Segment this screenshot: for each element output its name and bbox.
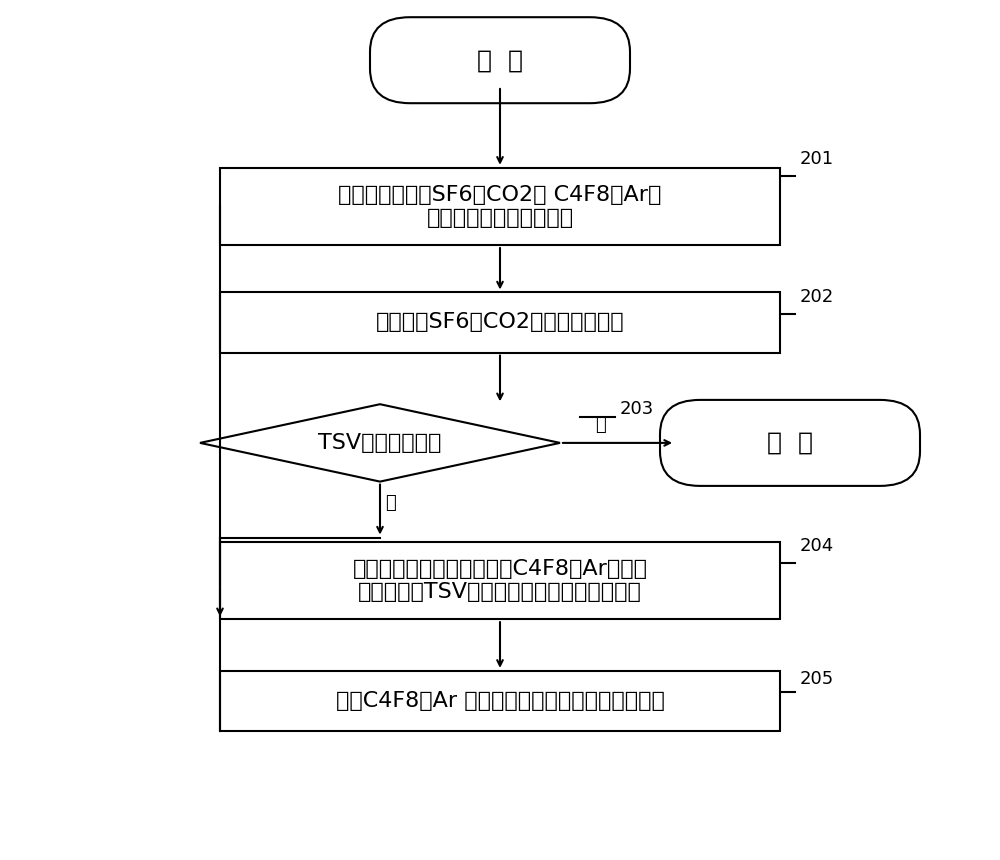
Text: 结  束: 结 束 xyxy=(767,431,813,455)
Text: 否: 否 xyxy=(385,494,396,512)
Text: 聚合物沉积步骤：继续通入C4F8和Ar，在已
刻蚀形成的TSV部分的侧壁沉积聚合物层薄膜: 聚合物沉积步骤：继续通入C4F8和Ar，在已 刻蚀形成的TSV部分的侧壁沉积聚合… xyxy=(352,559,648,602)
FancyBboxPatch shape xyxy=(220,292,780,353)
Text: 开  始: 开 始 xyxy=(477,48,523,72)
Text: 201: 201 xyxy=(800,150,834,168)
Text: 205: 205 xyxy=(800,671,834,688)
FancyBboxPatch shape xyxy=(220,168,780,245)
FancyBboxPatch shape xyxy=(370,17,630,103)
FancyBboxPatch shape xyxy=(660,400,920,486)
Text: 调整C4F8和Ar 的气体流量，聚合物沉积步骤终止: 调整C4F8和Ar 的气体流量，聚合物沉积步骤终止 xyxy=(336,691,664,711)
FancyBboxPatch shape xyxy=(220,671,780,731)
Text: 停止通入SF6、CO2，刻蚀步骤终止: 停止通入SF6、CO2，刻蚀步骤终止 xyxy=(376,312,624,333)
Text: 是: 是 xyxy=(595,416,605,434)
Text: 刻蚀步骤：通入SF6、CO2、 C4F8和Ar，
对体硅进行反应离子刻蚀: 刻蚀步骤：通入SF6、CO2、 C4F8和Ar， 对体硅进行反应离子刻蚀 xyxy=(338,185,662,228)
Text: TSV刻蚀是否结束: TSV刻蚀是否结束 xyxy=(318,433,442,453)
Text: 202: 202 xyxy=(800,288,834,305)
Text: 204: 204 xyxy=(800,538,834,555)
Text: 203: 203 xyxy=(620,400,654,417)
Polygon shape xyxy=(200,404,560,482)
FancyBboxPatch shape xyxy=(220,542,780,619)
